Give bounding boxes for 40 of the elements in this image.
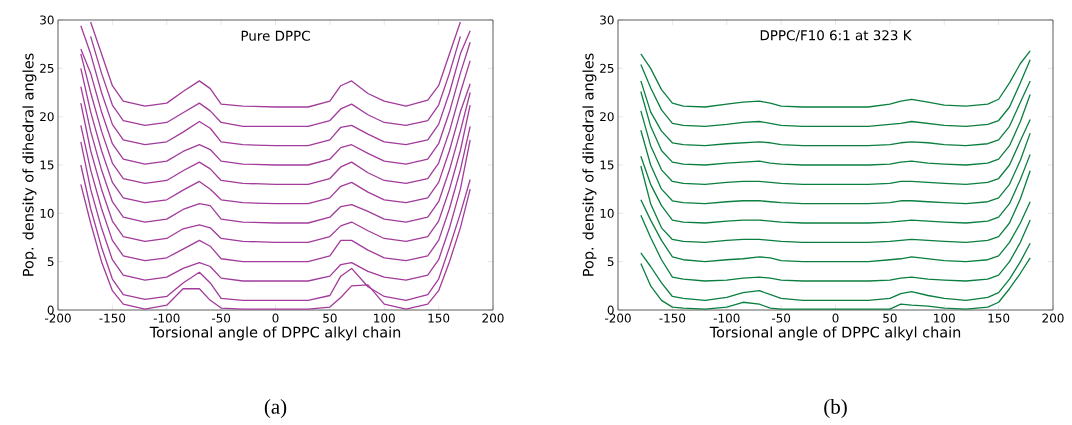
- x-tick-label: -200: [605, 313, 631, 323]
- y-tick-label: 0: [607, 305, 614, 315]
- x-tick-label: 0: [272, 313, 279, 323]
- x-tick-label: -150: [659, 313, 686, 323]
- y-tick-label: 0: [47, 305, 54, 315]
- y-tick-label: 25: [40, 63, 54, 73]
- x-tick-label: 0: [832, 313, 839, 323]
- text: (a): [264, 399, 287, 419]
- y-tick-label: 10: [40, 208, 54, 218]
- y-tick-label: 15: [600, 160, 614, 170]
- x-tick-label: 150: [988, 313, 1010, 323]
- y-tick-label: 30: [40, 15, 54, 25]
- x-tick-label: -200: [45, 313, 71, 323]
- x-tick-label: 50: [883, 313, 897, 323]
- text: (b): [824, 399, 847, 419]
- x-tick-label: 200: [482, 313, 504, 323]
- x-axis-title: Torsional angle of DPPC alkyl chain: [709, 326, 961, 341]
- x-axis-title: Torsional angle of DPPC alkyl chain: [149, 326, 401, 341]
- y-tick-label: 25: [600, 63, 614, 73]
- y-axis-title: Pop. density of dihedral angles: [22, 53, 37, 276]
- x-tick-label: 50: [323, 313, 337, 323]
- y-tick-label: 10: [600, 208, 614, 218]
- y-tick-label: 5: [607, 257, 614, 267]
- x-tick-label: 100: [374, 313, 395, 323]
- x-tick-label: 100: [934, 313, 955, 323]
- x-tick-label: -50: [211, 313, 231, 323]
- x-tick-label: -100: [713, 313, 740, 323]
- text: DPPC/F10 6:1 at 323 K: [760, 30, 912, 42]
- y-tick-label: 20: [600, 112, 614, 122]
- y-tick-label: 5: [47, 257, 54, 267]
- x-tick-label: -50: [771, 313, 791, 323]
- x-tick-label: -100: [153, 313, 180, 323]
- y-tick-label: 15: [40, 160, 54, 170]
- text: Pure DPPC: [241, 30, 310, 41]
- y-tick-label: 20: [40, 112, 54, 122]
- x-tick-label: -150: [99, 313, 126, 323]
- y-tick-label: 30: [600, 15, 614, 25]
- x-tick-label: 150: [428, 313, 450, 323]
- x-tick-label: 200: [1042, 313, 1064, 323]
- y-axis-title: Pop. density of dihedral angles: [582, 53, 597, 276]
